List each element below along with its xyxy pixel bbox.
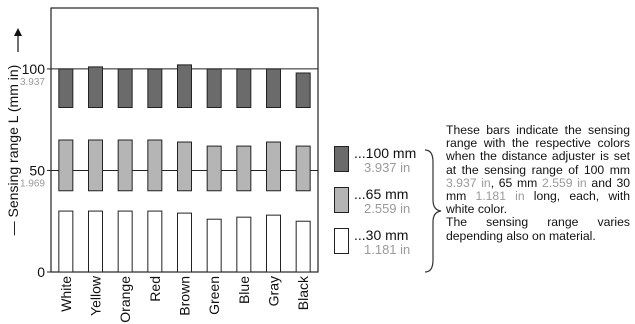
explanatory-note: These bars indicate the sensing range wi… <box>446 123 631 243</box>
x-tick-label: Brown <box>177 276 193 316</box>
bar <box>236 68 252 109</box>
legend-sub-100mm: 3.937 in <box>364 160 411 175</box>
bar <box>206 145 222 192</box>
bar <box>58 210 74 273</box>
bar <box>147 68 163 109</box>
y-tick-sublabel: 3.937 <box>20 77 45 88</box>
bar <box>295 72 311 109</box>
y-axis-label: — Sensing range L (mm in) <box>5 65 21 236</box>
bar <box>177 141 192 192</box>
y-axis-arrow-head <box>14 28 22 36</box>
legend-swatch-30mm <box>334 228 349 254</box>
bar <box>266 141 281 192</box>
bar <box>236 216 252 273</box>
bar <box>88 210 103 273</box>
legend-item-30mm: ...30 mm 1.181 in <box>330 227 430 262</box>
bar <box>177 64 192 109</box>
bar <box>58 68 74 109</box>
legend-item-65mm: ...65 mm 2.559 in <box>330 186 430 221</box>
y-tick-label: 100 <box>22 61 46 77</box>
curly-brace <box>424 149 442 273</box>
bar <box>147 210 163 273</box>
y-tick-label: 0 <box>37 264 45 280</box>
legend-sub-65mm: 2.559 in <box>364 201 411 216</box>
legend-dots: ... <box>354 186 366 202</box>
legend-label-30mm: 30 mm <box>365 227 409 243</box>
note-paragraph-2: The sensing range varies depending also … <box>446 215 630 243</box>
legend-dots: ... <box>354 145 366 161</box>
bar <box>58 139 74 192</box>
x-tick-label: Black <box>295 275 311 310</box>
x-tick-label: White <box>58 276 74 312</box>
bar <box>295 145 311 192</box>
x-tick-label: Orange <box>117 276 133 323</box>
bar <box>295 220 311 273</box>
y-tick-label: 50 <box>29 162 45 178</box>
x-tick-label: Gray <box>266 276 282 306</box>
bar <box>147 139 163 192</box>
legend-dots: ... <box>354 227 366 243</box>
legend-swatch-65mm <box>334 187 349 213</box>
legend-label-100mm: 100 mm <box>365 145 417 161</box>
bar <box>88 139 103 192</box>
bar <box>88 66 103 109</box>
legend-sub-30mm: 1.181 in <box>364 242 411 257</box>
x-tick-label: Blue <box>236 276 252 304</box>
bar <box>266 214 281 273</box>
bar <box>206 68 222 109</box>
bar <box>117 68 133 109</box>
bar <box>177 212 192 273</box>
bar <box>117 139 133 192</box>
legend-label-65mm: 65 mm <box>365 186 409 202</box>
bar <box>206 218 222 273</box>
x-tick-label: Yellow <box>88 275 104 316</box>
bar <box>117 210 133 273</box>
note-paragraph-1: These bars indicate the sensing range wi… <box>446 123 631 217</box>
bar <box>236 145 252 192</box>
x-tick-label: Red <box>147 276 163 302</box>
x-tick-label: Green <box>206 276 222 315</box>
legend-item-100mm: ...100 mm 3.937 in <box>330 145 430 180</box>
legend-swatch-100mm <box>334 146 349 172</box>
bar <box>266 68 281 109</box>
y-tick-sublabel: 1.969 <box>20 178 45 189</box>
